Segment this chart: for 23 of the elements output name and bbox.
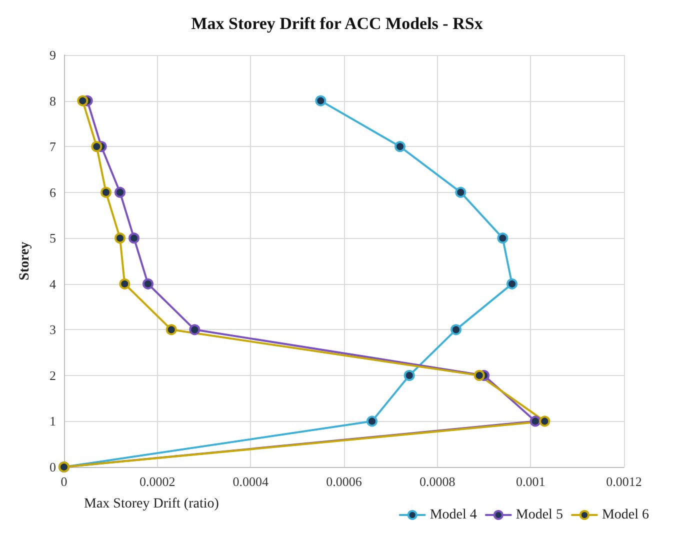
x-tick-label: 0.0008 bbox=[419, 474, 456, 489]
y-tick-label: 2 bbox=[50, 368, 56, 383]
legend-label: Model 6 bbox=[602, 508, 650, 522]
y-tick-label: 6 bbox=[50, 184, 56, 200]
x-tick-label: 0.0002 bbox=[139, 474, 176, 489]
x-tick-label: 0.0012 bbox=[606, 474, 642, 489]
x-axis-title: Max Storey Drift (ratio) bbox=[84, 496, 220, 512]
y-tick-label: 3 bbox=[50, 322, 56, 338]
x-tick-label: 0 bbox=[60, 474, 68, 489]
x-tick-label: 0.001 bbox=[516, 474, 546, 489]
y-tick-label: 4 bbox=[50, 276, 56, 292]
x-tick-label: 0.0006 bbox=[326, 474, 362, 489]
y-tick-label: 0 bbox=[50, 460, 56, 474]
legend-label: Model 5 bbox=[516, 508, 563, 522]
y-tick-label: 5 bbox=[50, 230, 56, 246]
y-tick-label: 7 bbox=[50, 139, 56, 154]
chart-title: Max Storey Drift for ACC Models - RSx bbox=[191, 14, 484, 33]
y-tick-label: 8 bbox=[50, 93, 56, 108]
y-tick-label: 9 bbox=[50, 48, 56, 62]
y-axis-title: Storey bbox=[18, 242, 32, 280]
x-tick-label: 0.0004 bbox=[232, 474, 270, 489]
legend-label: Model 4 bbox=[430, 508, 477, 522]
y-tick-label: 1 bbox=[50, 414, 56, 429]
